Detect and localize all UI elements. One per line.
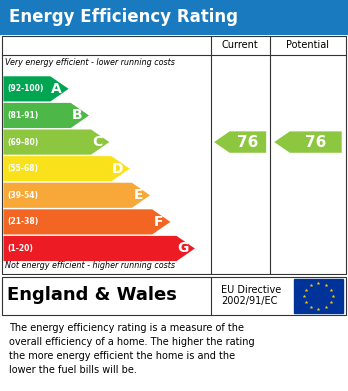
Text: Energy Efficiency Rating: Energy Efficiency Rating [9,9,238,27]
Text: (81-91): (81-91) [8,111,39,120]
Text: C: C [92,135,103,149]
Polygon shape [3,156,130,181]
Text: (1-20): (1-20) [8,244,33,253]
Text: A: A [52,82,62,96]
Text: B: B [72,108,82,122]
Text: (39-54): (39-54) [8,191,39,200]
Text: EU Directive: EU Directive [221,285,281,295]
Text: Potential: Potential [286,40,330,50]
Polygon shape [3,129,109,155]
Text: 76: 76 [237,135,259,150]
Text: 2002/91/EC: 2002/91/EC [221,296,277,306]
Text: Not energy efficient - higher running costs: Not energy efficient - higher running co… [5,261,175,270]
Text: (55-68): (55-68) [8,164,39,173]
Text: England & Wales: England & Wales [7,286,177,304]
Text: (21-38): (21-38) [8,217,39,226]
Polygon shape [3,76,69,101]
Polygon shape [3,103,89,128]
Text: (92-100): (92-100) [8,84,44,93]
Polygon shape [3,183,150,208]
Polygon shape [274,131,342,153]
Polygon shape [214,131,266,153]
Text: 76: 76 [305,135,326,150]
Text: G: G [177,242,189,255]
Polygon shape [3,236,195,261]
Text: E: E [133,188,143,202]
Text: Current: Current [222,40,259,50]
Text: Very energy efficient - lower running costs: Very energy efficient - lower running co… [5,57,175,66]
Text: D: D [112,162,124,176]
Bar [294,279,343,313]
Text: The energy efficiency rating is a measure of the
overall efficiency of a home. T: The energy efficiency rating is a measur… [9,323,254,375]
Text: (69-80): (69-80) [8,138,39,147]
Polygon shape [3,209,171,235]
Text: F: F [154,215,163,229]
